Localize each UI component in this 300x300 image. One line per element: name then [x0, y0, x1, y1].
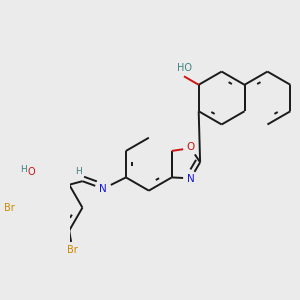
Text: H: H	[20, 165, 27, 174]
Text: H: H	[75, 167, 82, 176]
Text: O: O	[187, 142, 195, 152]
Text: O: O	[28, 167, 35, 176]
Text: Br: Br	[67, 245, 77, 255]
Text: N: N	[99, 184, 107, 194]
Text: HO: HO	[177, 63, 192, 73]
Text: Br: Br	[4, 203, 15, 213]
Text: N: N	[187, 174, 194, 184]
